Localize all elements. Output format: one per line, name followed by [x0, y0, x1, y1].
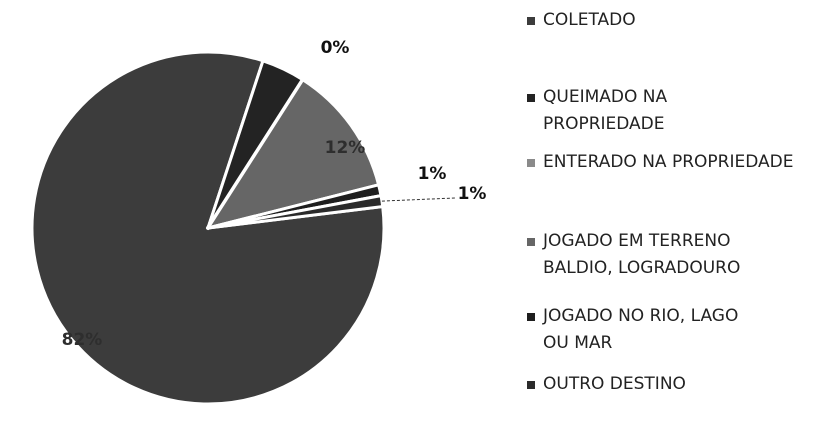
data-label: 1%	[418, 164, 447, 184]
legend-swatch	[527, 313, 535, 321]
legend-item: JOGADO EM TERRENO BALDIO, LOGRADOURO	[525, 228, 793, 282]
legend-label: COLETADO	[543, 10, 636, 30]
legend-label: OUTRO DESTINO	[543, 374, 686, 394]
legend-item: COLETADO	[525, 7, 840, 34]
legend-item: ENTERADO NA PROPRIEDADE	[525, 149, 840, 176]
pie-slice	[206, 78, 381, 230]
legend-item: OUTRO DESTINO	[525, 371, 840, 398]
legend-item: JOGADO NO RIO, LAGO OU MAR	[525, 303, 753, 357]
legend-swatch	[527, 381, 535, 389]
legend-swatch	[527, 159, 535, 167]
legend-swatch	[527, 17, 535, 25]
data-label: 12%	[325, 138, 366, 158]
data-label: 1%	[458, 184, 487, 204]
data-label: 82%	[62, 330, 103, 350]
legend-label: QUEIMADO NA PROPRIEDADE	[543, 87, 668, 134]
pie-slice	[30, 50, 386, 406]
leader-line	[381, 197, 456, 202]
legend-label: ENTERADO NA PROPRIEDADE	[543, 152, 794, 172]
legend-swatch	[527, 238, 535, 246]
legend-label: JOGADO EM TERRENO BALDIO, LOGRADOURO	[543, 231, 741, 278]
legend-label: JOGADO NO RIO, LAGO OU MAR	[543, 306, 739, 353]
data-label: 0%	[321, 38, 350, 58]
chart: 82% 0% 12% 1% 1%	[30, 38, 487, 406]
legend-item: QUEIMADO NA PROPRIEDADE	[525, 84, 753, 138]
legend-swatch	[527, 94, 535, 102]
